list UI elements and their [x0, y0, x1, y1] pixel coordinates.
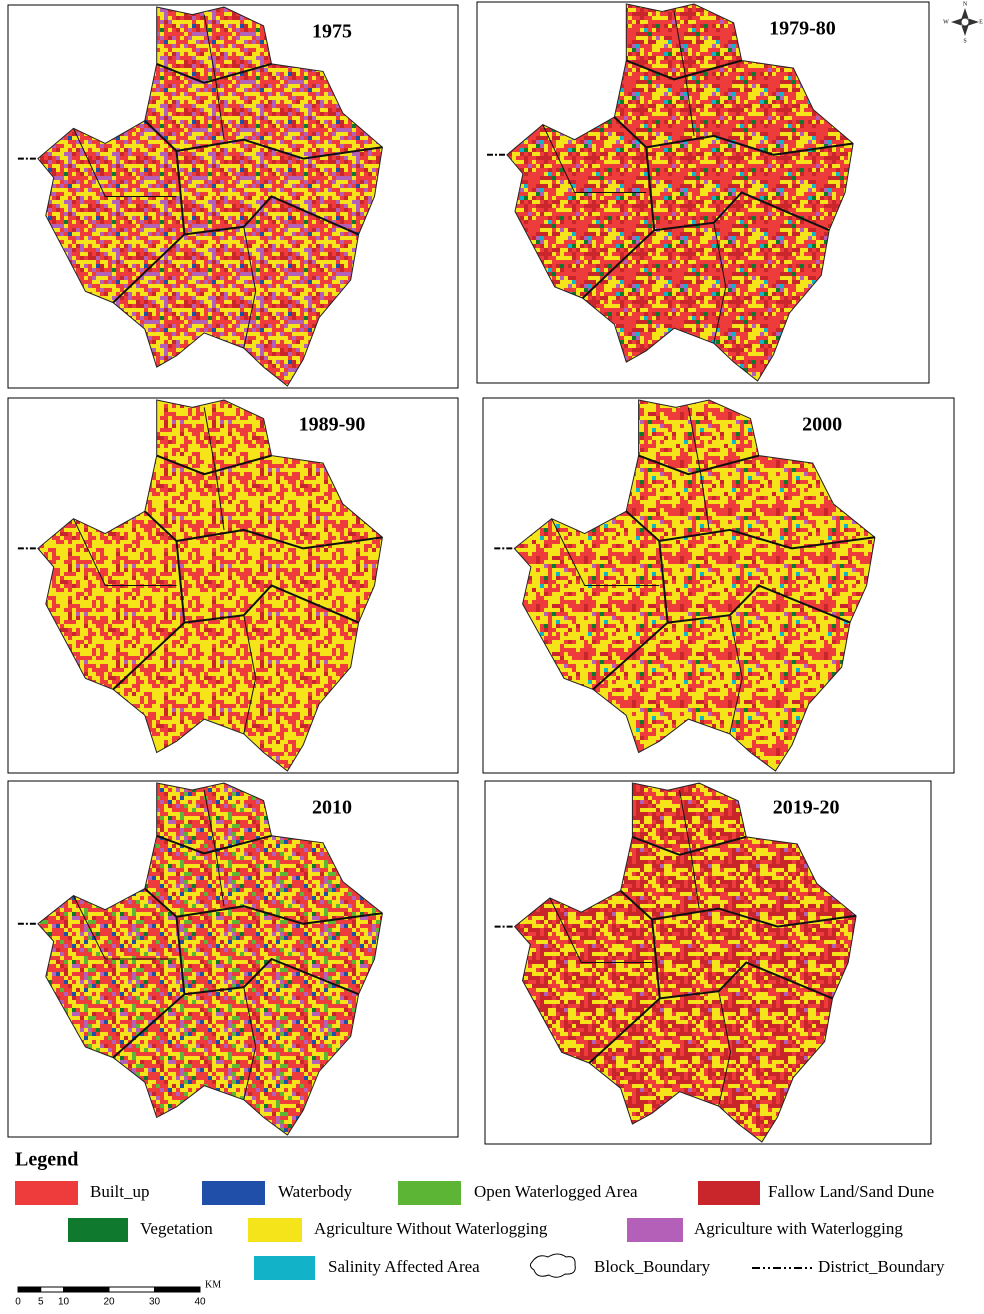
legend-swatch — [248, 1218, 302, 1242]
legend-swatch — [68, 1218, 128, 1242]
legend-label: Vegetation — [140, 1219, 213, 1238]
legend-swatch — [398, 1181, 461, 1205]
scale-segment — [155, 1287, 201, 1292]
scale-segment — [41, 1287, 64, 1292]
legend-label: Agriculture with Waterlogging — [694, 1219, 903, 1238]
panel-title: 2010 — [312, 797, 352, 819]
legend-label: Waterbody — [278, 1182, 353, 1201]
legend-label: Fallow Land/Sand Dune — [768, 1182, 934, 1201]
legend-label: District_Boundary — [818, 1257, 945, 1276]
legend-label: Built_up — [90, 1182, 150, 1201]
scale-label: 5 — [38, 1297, 44, 1308]
compass-letter: S — [963, 38, 966, 44]
compass: N S W E — [943, 1, 983, 44]
legend-title: Legend — [15, 1149, 78, 1171]
map-panel: 2010 — [8, 781, 458, 1137]
compass-letter: N — [963, 1, 968, 7]
map-panel: 2019-20 — [485, 781, 931, 1144]
scale-label: 0 — [15, 1297, 21, 1308]
legend-swatch — [254, 1256, 315, 1280]
legend-label: Block_Boundary — [594, 1257, 711, 1276]
legend-label: Salinity Affected Area — [328, 1257, 480, 1276]
block-boundary-icon — [530, 1254, 575, 1277]
panel-title: 1979-80 — [769, 18, 836, 40]
scale-label: 10 — [58, 1297, 70, 1308]
compass-letter: E — [979, 19, 983, 25]
scale-segment — [64, 1287, 110, 1292]
scale-unit: KM — [205, 1279, 221, 1290]
legend-swatch — [15, 1181, 78, 1205]
panel-title: 1989-90 — [299, 414, 366, 436]
panel-title: 2019-20 — [773, 797, 840, 819]
compass-letter: W — [943, 19, 949, 25]
scale-label: 30 — [149, 1297, 161, 1308]
legend-label: Agriculture Without Waterlogging — [314, 1219, 548, 1238]
scale-label: 40 — [194, 1297, 206, 1308]
legend-swatch — [698, 1181, 760, 1205]
scale-segment — [109, 1287, 155, 1292]
legend-label: Open Waterlogged Area — [474, 1182, 638, 1201]
scale-segment — [18, 1287, 41, 1292]
legend-swatch — [627, 1218, 683, 1242]
legend-swatch — [202, 1181, 265, 1205]
compass-center — [961, 18, 969, 26]
panel-title: 1975 — [312, 21, 352, 43]
figure: 19751979-801989-90200020102019-20 Legend… — [0, 0, 984, 1309]
map-panel: 1979-80 — [477, 2, 929, 383]
map-panel: 1989-90 — [8, 398, 458, 773]
panel-title: 2000 — [802, 414, 842, 436]
map-panel: 2000 — [483, 398, 954, 773]
scale-label: 20 — [103, 1297, 115, 1308]
map-panel: 1975 — [8, 5, 458, 388]
